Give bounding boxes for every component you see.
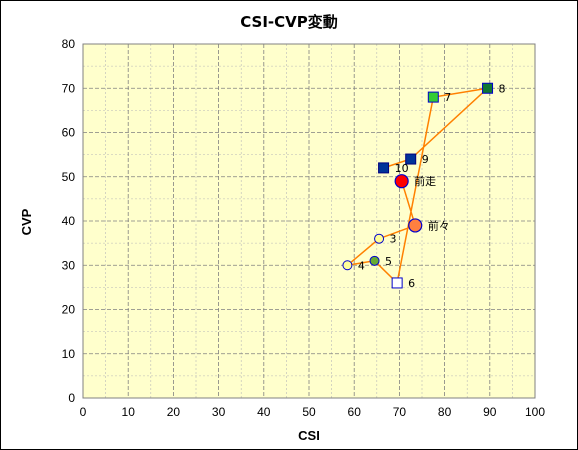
data-label: 3 [390, 233, 397, 246]
point-marker [408, 218, 423, 233]
y-tick-label: 0 [68, 391, 75, 405]
plot-area: 0 10 20 30 40 50 60 70 80 90 100 0 10 20 30 40 50 60 70 80 3… [62, 37, 546, 419]
data-label: 7 [444, 91, 451, 104]
plot-border [82, 43, 536, 399]
data-label: 10 [395, 162, 409, 175]
x-tick-label: 100 [525, 405, 545, 419]
y-tick-label: 30 [62, 258, 76, 272]
point-marker [405, 153, 417, 165]
y-axis-title: CVP [19, 208, 34, 235]
x-tick-label: 90 [483, 405, 497, 419]
point-marker [391, 277, 403, 289]
y-tick-label: 60 [62, 126, 76, 140]
x-axis-title: CSI [298, 428, 320, 443]
point-marker [394, 174, 409, 189]
point-marker [378, 162, 390, 174]
x-tick-label: 0 [80, 405, 87, 419]
x-tick-label: 50 [302, 405, 316, 419]
y-tick-label: 50 [62, 170, 76, 184]
y-tick-label: 70 [62, 81, 76, 95]
point-marker [369, 255, 380, 266]
data-label: 9 [422, 153, 429, 166]
data-label: 前々 [428, 218, 450, 232]
data-label: 4 [358, 259, 365, 272]
data-label: 5 [385, 255, 392, 268]
x-tick-label: 30 [212, 405, 226, 419]
point-marker [482, 82, 494, 94]
x-tick-label: 40 [257, 405, 271, 419]
data-label: 8 [499, 82, 506, 95]
data-label: 6 [408, 277, 415, 290]
x-tick-label: 20 [167, 405, 181, 419]
x-tick-label: 60 [348, 405, 362, 419]
chart-title: CSI-CVP変動 [240, 13, 338, 31]
x-tick-label: 10 [122, 405, 136, 419]
y-tick-label: 20 [62, 303, 76, 317]
y-tick-label: 40 [62, 214, 76, 228]
y-tick-label: 10 [62, 347, 76, 361]
x-tick-label: 80 [438, 405, 452, 419]
point-marker [374, 233, 385, 244]
x-tick-label: 70 [393, 405, 407, 419]
point-marker [427, 91, 439, 103]
y-tick-label: 80 [62, 37, 76, 51]
point-marker [342, 260, 353, 271]
data-label: 前走 [414, 174, 436, 188]
series-line [344, 87, 490, 285]
